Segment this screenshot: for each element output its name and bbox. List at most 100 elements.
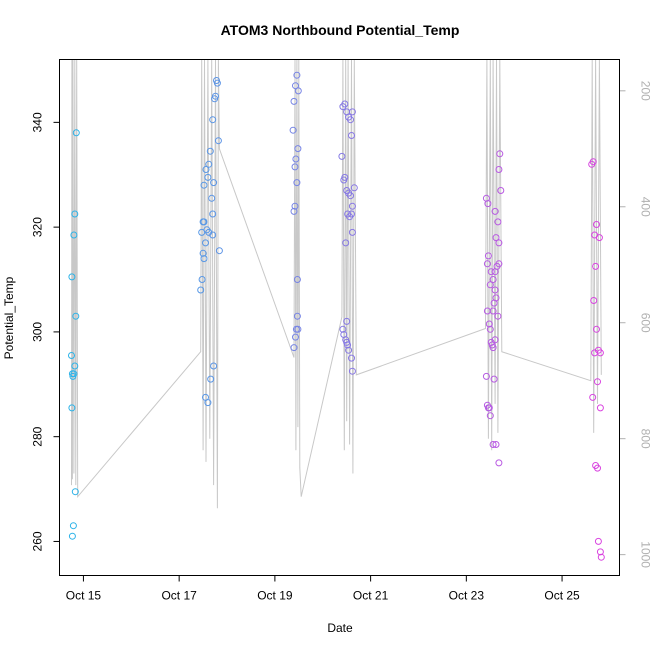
data-point-127 xyxy=(495,459,503,467)
y-tick-label-4: 340 xyxy=(31,112,45,132)
x-tick-label-2: Oct 19 xyxy=(257,589,293,603)
y-tick-label-1: 280 xyxy=(31,426,45,446)
data-points-layer xyxy=(68,71,605,561)
data-point-40 xyxy=(210,362,218,370)
data-point-49 xyxy=(292,155,300,163)
data-point-123 xyxy=(485,404,493,412)
y-axis-label: Potential_Temp xyxy=(2,276,16,359)
data-point-119 xyxy=(482,372,490,380)
data-point-100 xyxy=(487,268,495,276)
data-point-111 xyxy=(494,312,502,320)
data-point-103 xyxy=(495,260,503,268)
data-point-18 xyxy=(202,239,209,247)
y2-tick-label-3: 800 xyxy=(639,429,650,449)
chart-title: ATOM3 Northbound Potential_Temp xyxy=(221,22,460,38)
data-point-54 xyxy=(290,207,298,215)
data-point-59 xyxy=(292,333,299,341)
data-point-52 xyxy=(293,179,301,187)
data-point-63 xyxy=(341,100,349,108)
data-point-104 xyxy=(486,281,494,289)
data-point-55 xyxy=(293,276,301,283)
data-point-87 xyxy=(345,346,353,354)
data-point-73 xyxy=(347,192,354,200)
data-point-58 xyxy=(294,325,302,333)
data-point-117 xyxy=(491,336,499,344)
data-point-138 xyxy=(596,349,604,357)
profile-path-layer xyxy=(71,59,602,509)
data-point-9 xyxy=(72,312,80,320)
data-point-45 xyxy=(290,97,298,105)
data-point-89 xyxy=(348,367,356,375)
data-point-129 xyxy=(589,158,597,166)
data-point-143 xyxy=(594,464,601,472)
data-point-6 xyxy=(71,210,79,218)
axes-layer: Oct 15 Oct 17 Oct 19 Oct 21 Oct 23 Oct 25 260 2… xyxy=(31,81,650,603)
data-point-44 xyxy=(289,126,297,134)
data-point-39 xyxy=(215,247,223,255)
data-point-43 xyxy=(204,399,212,407)
data-point-53 xyxy=(291,202,299,210)
data-point-118 xyxy=(495,166,503,173)
pressure-profile-line xyxy=(71,59,602,509)
data-point-47 xyxy=(293,71,301,79)
x-tick-label-3: Oct 21 xyxy=(353,589,389,603)
data-point-51 xyxy=(291,163,299,171)
data-point-15 xyxy=(198,276,206,283)
y2-tick-label-0: 200 xyxy=(639,81,650,101)
data-point-105 xyxy=(489,276,497,283)
data-point-88 xyxy=(348,354,355,362)
data-point-29 xyxy=(204,173,212,181)
y-tick-label-2: 300 xyxy=(31,322,45,342)
data-point-37 xyxy=(213,79,221,87)
data-point-11 xyxy=(71,488,79,496)
data-point-91 xyxy=(484,200,492,208)
data-point-26 xyxy=(202,166,210,173)
data-point-116 xyxy=(489,344,497,352)
data-point-28 xyxy=(206,147,214,155)
data-point-120 xyxy=(490,375,498,383)
data-point-126 xyxy=(492,441,500,448)
data-point-95 xyxy=(494,218,502,226)
x-tick-label-5: Oct 25 xyxy=(544,589,580,603)
data-point-41 xyxy=(207,375,215,383)
data-point-13 xyxy=(68,532,76,540)
data-point-141 xyxy=(596,404,604,412)
data-point-144 xyxy=(594,537,602,545)
data-point-32 xyxy=(210,179,218,187)
data-point-140 xyxy=(589,393,597,401)
data-point-108 xyxy=(492,294,500,302)
data-point-7 xyxy=(70,231,78,239)
data-point-131 xyxy=(593,221,600,228)
data-point-46 xyxy=(292,82,299,90)
data-point-8 xyxy=(68,273,76,281)
data-point-66 xyxy=(347,116,354,124)
data-point-10 xyxy=(68,404,76,412)
x-axis-label: Date xyxy=(327,621,353,635)
data-point-93 xyxy=(496,150,504,158)
data-point-0 xyxy=(68,352,75,359)
data-point-78 xyxy=(348,210,355,218)
data-point-24 xyxy=(209,231,217,239)
data-point-85 xyxy=(344,341,352,349)
data-point-110 xyxy=(483,307,491,315)
data-point-14 xyxy=(197,286,205,294)
x-tick-label-1: Oct 17 xyxy=(161,589,197,603)
data-point-113 xyxy=(486,325,494,333)
y-tick-label-3: 320 xyxy=(31,217,45,237)
x-tick-label-0: Oct 15 xyxy=(66,589,102,603)
data-point-56 xyxy=(293,312,301,320)
data-point-74 xyxy=(348,202,356,210)
data-point-21 xyxy=(200,218,208,226)
data-point-92 xyxy=(491,207,499,215)
data-point-112 xyxy=(485,320,493,328)
data-point-50 xyxy=(294,145,302,153)
data-point-139 xyxy=(594,378,601,386)
data-point-70 xyxy=(341,173,349,181)
data-point-3 xyxy=(70,370,78,378)
data-point-106 xyxy=(491,286,499,294)
data-point-33 xyxy=(209,116,217,124)
data-point-25 xyxy=(200,181,208,189)
data-point-134 xyxy=(590,297,598,304)
data-point-125 xyxy=(489,441,497,448)
